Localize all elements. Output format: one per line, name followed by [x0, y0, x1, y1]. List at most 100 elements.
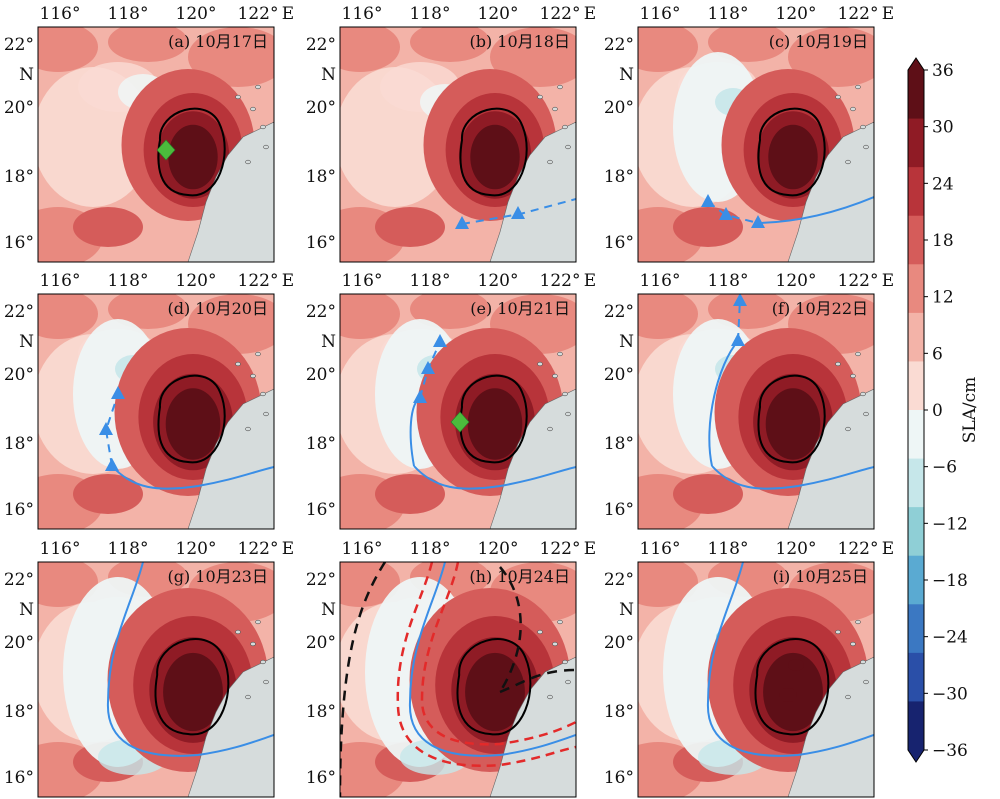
sla-patch: [340, 27, 400, 72]
sla-patch: [768, 124, 818, 190]
colorbar-tick-label: −12: [932, 514, 968, 534]
x-tick-label: 120°: [478, 4, 519, 24]
track-triangle: [511, 206, 525, 219]
track-triangle: [421, 361, 435, 374]
land-luzon: [787, 656, 874, 797]
track-triangle: [751, 215, 765, 228]
island: [260, 124, 266, 130]
y-tick-label: 20°: [604, 98, 634, 118]
sla-patch: [165, 388, 221, 460]
colorbar-segment: [908, 118, 924, 168]
x-tick-label: 116°: [342, 4, 383, 24]
island: [835, 94, 841, 100]
colorbar-segment: [908, 312, 924, 362]
island: [845, 426, 851, 432]
colorbar-tick-label: 6: [932, 344, 943, 364]
sla-patch: [410, 294, 490, 329]
colorbar-tick-label: −36: [932, 741, 968, 761]
island: [562, 391, 568, 397]
track-triangle: [733, 294, 747, 306]
eddy-contour: [754, 638, 830, 736]
map-panel-0: (a) 10月17日 116° 118° 120° 122° E 22° N 20° 18° 16°: [4, 4, 294, 263]
y-tick-label: 18°: [306, 702, 336, 722]
island: [863, 411, 869, 417]
panel-frame: [37, 561, 275, 798]
colorbar-segment: [908, 361, 924, 411]
track-triangle: [701, 194, 715, 207]
x-tick-label: E: [882, 539, 894, 559]
sla-patch: [788, 27, 874, 87]
y-tick-label: N: [19, 332, 34, 352]
x-tick-label: 120°: [478, 539, 519, 559]
land-luzon: [489, 656, 576, 797]
x-tick-label: E: [882, 4, 894, 24]
x-tick-label: 122°: [238, 271, 279, 291]
eddy-contour: [757, 107, 826, 197]
map-field: [638, 294, 874, 529]
x-tick-label: 122°: [838, 4, 879, 24]
island: [245, 159, 251, 165]
map-panel-2: (c) 10月19日 116° 118° 120° 122° E 22° N 20° 18° 16°: [604, 4, 894, 263]
colorbar-segment: [908, 555, 924, 605]
panel-frame: [637, 26, 875, 263]
island: [562, 659, 568, 665]
y-tick-label: 22°: [306, 35, 336, 55]
colorbar-tick-label: 24: [932, 174, 954, 194]
track-triangle: [433, 334, 447, 347]
panel-label: (d) 10月20日: [167, 299, 268, 318]
island: [565, 144, 571, 150]
y-tick-label: N: [619, 600, 634, 620]
map-panel-3: (d) 10月20日 116° 118° 120° 122° E 22° N 20° 18° 16°: [4, 271, 294, 530]
island: [552, 106, 558, 112]
x-tick-label: 118°: [708, 271, 749, 291]
sla-patch: [765, 388, 821, 460]
eddy-contour: [459, 107, 528, 197]
island: [250, 106, 256, 112]
colorbar-segment: [908, 604, 924, 654]
x-tick-label: 116°: [640, 271, 681, 291]
track-triangle: [455, 216, 469, 229]
panel-label: (i) 10月25日: [773, 567, 868, 586]
land-luzon: [187, 121, 274, 262]
island: [235, 361, 241, 367]
island: [562, 124, 568, 130]
colorbar-bottom-arrow: [908, 750, 924, 762]
x-tick-label: 122°: [238, 4, 279, 24]
x-tick-label: 116°: [40, 4, 81, 24]
island: [860, 659, 866, 665]
y-tick-label: 20°: [4, 633, 34, 653]
y-tick-label: 20°: [4, 365, 34, 385]
y-tick-label: 20°: [604, 365, 634, 385]
y-tick-label: 22°: [4, 302, 34, 322]
sla-patch: [673, 207, 743, 247]
x-tick-label: 118°: [708, 539, 749, 559]
buffer-dash-red-inner: [420, 562, 576, 746]
island: [855, 351, 861, 357]
x-tick-label: E: [282, 271, 294, 291]
y-tick-label: 16°: [604, 768, 634, 788]
y-tick-label: N: [19, 65, 34, 85]
land-luzon: [787, 121, 874, 262]
island: [557, 84, 563, 90]
y-tick-label: 16°: [4, 233, 34, 253]
x-tick-label: 120°: [176, 539, 217, 559]
island: [835, 629, 841, 635]
island: [850, 106, 856, 112]
land-luzon: [187, 388, 274, 529]
eddy-contour: [157, 374, 226, 464]
track-triangle: [105, 458, 119, 471]
island: [845, 159, 851, 165]
island: [260, 391, 266, 397]
typhoon-track: [711, 465, 874, 490]
eddy-contour: [459, 374, 528, 464]
map-field: [38, 562, 274, 797]
colorbar-tick-label: −24: [932, 628, 968, 648]
colorbar-segment: [908, 458, 924, 508]
island: [537, 361, 543, 367]
panel-frame: [37, 293, 275, 530]
colorbar: 36 30 24 18 12 6 0 −6 −12 −18 −24 −30 −36 SLA/cm: [907, 57, 980, 763]
island: [255, 84, 261, 90]
colorbar-tick-label: 0: [932, 401, 943, 421]
panel-frame: [37, 26, 275, 263]
